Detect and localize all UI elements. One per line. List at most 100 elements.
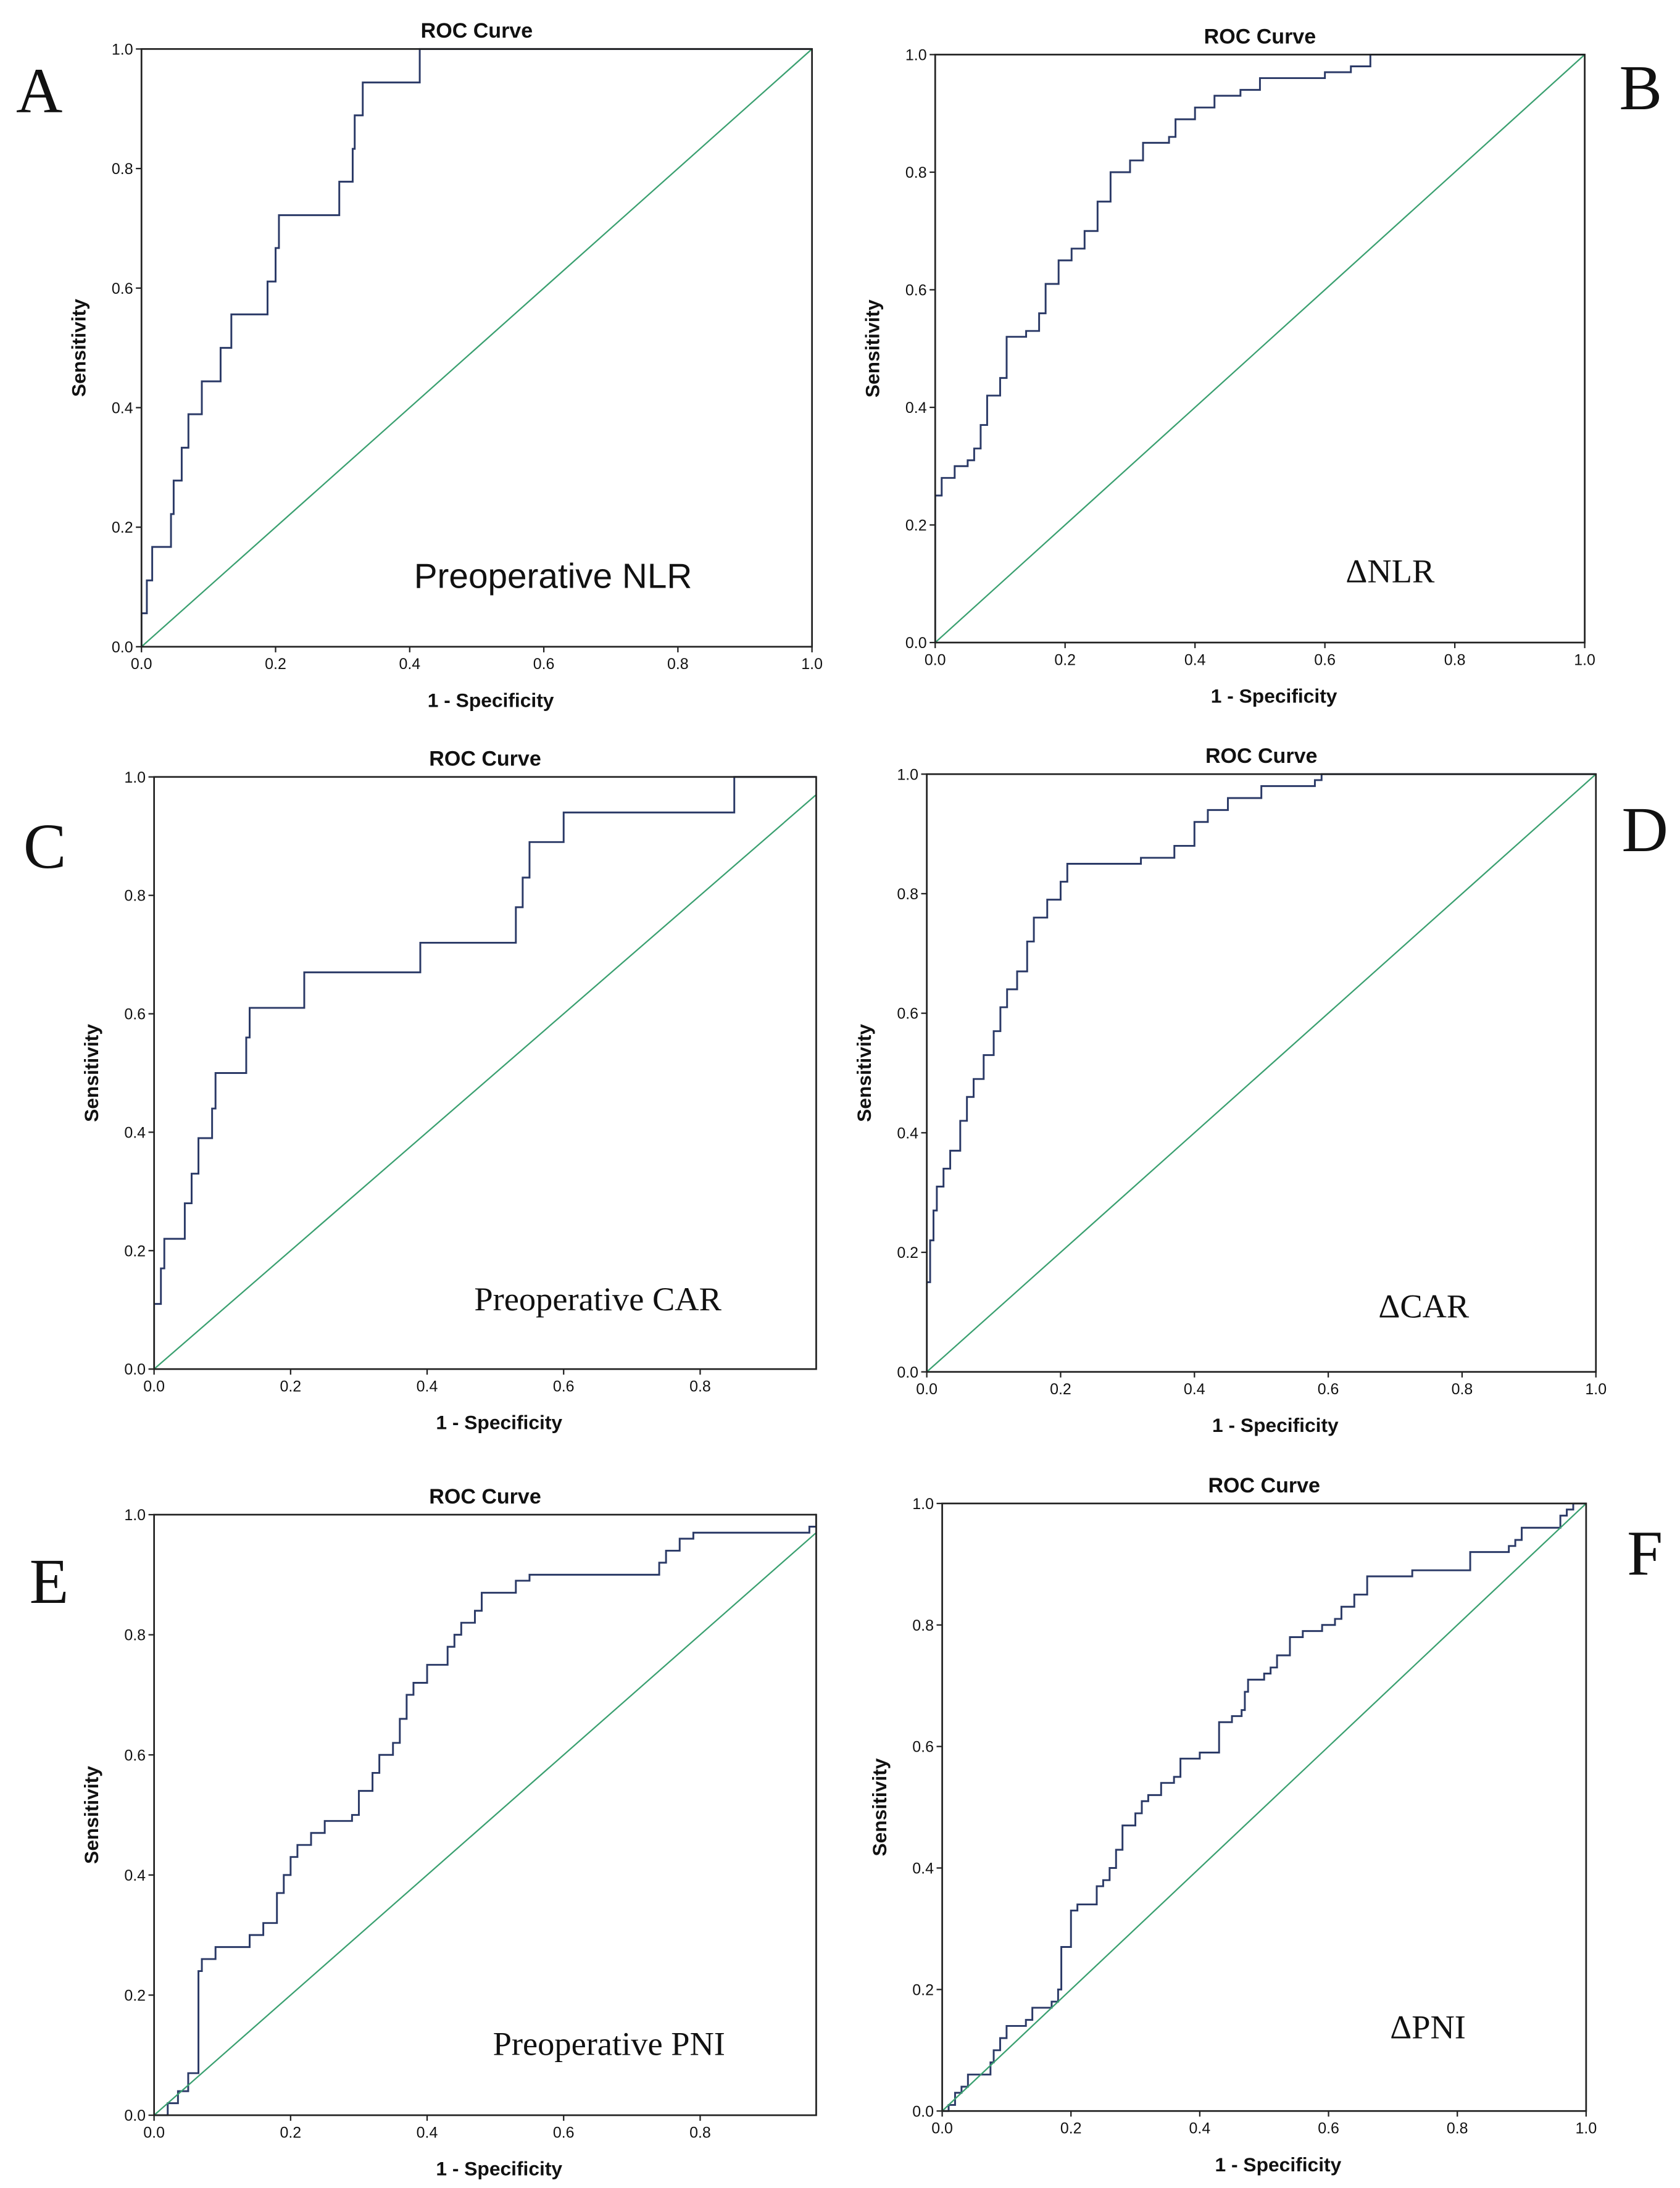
roc-curve-line [141, 48, 812, 647]
y-tick-label: 0.6 [912, 1739, 934, 1756]
x-tick-label: 0.0 [143, 2124, 165, 2141]
panel-letter: B [1620, 52, 1663, 123]
panel-annotation: Preoperative PNI [493, 2025, 725, 2063]
x-axis-label: 1 - Specificity [436, 1412, 562, 1434]
roc-curve-line [154, 1513, 817, 2116]
x-tick-label: 0.6 [1318, 2120, 1339, 2137]
y-tick-label: 0.2 [897, 1244, 918, 1262]
panel-letter: E [30, 1545, 69, 1617]
y-tick-label: 0.6 [897, 1005, 918, 1023]
x-axis-label: 1 - Specificity [1215, 2153, 1342, 2176]
y-tick-label: 1.0 [112, 41, 133, 58]
x-tick-label: 0.6 [553, 2124, 575, 2141]
x-tick-label: 0.6 [533, 655, 555, 673]
reference-diagonal-line [141, 48, 812, 647]
y-tick-label: 0.0 [124, 1361, 146, 1378]
y-tick-label: 0.2 [112, 519, 133, 536]
y-tick-label: 0.4 [897, 1125, 918, 1142]
x-axis-label: 1 - Specificity [1212, 1414, 1339, 1436]
x-tick-label: 0.2 [280, 1378, 302, 1395]
x-axis-label: 1 - Specificity [428, 689, 554, 711]
x-tick-label: 0.8 [1444, 651, 1466, 668]
x-tick-label: 0.4 [1189, 2120, 1211, 2137]
x-tick-label: 0.4 [1184, 651, 1206, 668]
chart-title: ROC Curve [429, 747, 541, 771]
y-tick-label: 1.0 [124, 769, 146, 786]
y-axis-label: Sensitivity [853, 1024, 875, 1122]
y-tick-label: 0.6 [124, 1747, 146, 1764]
x-tick-label: 0.6 [1318, 1381, 1339, 1398]
x-tick-label: 1.0 [1585, 1381, 1607, 1398]
y-tick-label: 0.0 [897, 1364, 918, 1381]
y-axis-label: Sensitivity [868, 1758, 891, 1856]
reference-diagonal-line [154, 1531, 817, 2116]
y-tick-label: 0.0 [124, 2107, 146, 2124]
x-tick-label: 0.2 [1060, 2120, 1082, 2137]
y-tick-label: 0.6 [124, 1006, 146, 1023]
y-tick-label: 0.0 [912, 2103, 934, 2120]
chart-title: ROC Curve [1208, 1474, 1320, 1497]
chart-title: ROC Curve [421, 19, 533, 43]
panel-letter: C [23, 810, 67, 882]
y-tick-label: 0.8 [112, 160, 133, 178]
reference-diagonal-line [926, 773, 1596, 1373]
panel-letter: F [1627, 1518, 1663, 1589]
y-tick-label: 1.0 [897, 766, 918, 783]
panel-letter: A [16, 54, 62, 126]
x-tick-label: 1.0 [801, 655, 823, 673]
x-tick-label: 0.0 [131, 655, 152, 673]
roc-curve-line [935, 53, 1585, 643]
y-tick-label: 0.8 [124, 1627, 146, 1644]
x-axis-label: 1 - Specificity [1211, 685, 1337, 707]
y-tick-label: 1.0 [912, 1495, 934, 1513]
x-tick-label: 0.4 [1184, 1381, 1205, 1398]
x-tick-label: 0.2 [1050, 1381, 1071, 1398]
y-tick-label: 0.8 [905, 164, 927, 181]
x-tick-label: 0.8 [1452, 1381, 1473, 1398]
panel-annotation: Preoperative CAR [474, 1280, 721, 1318]
y-tick-label: 0.6 [112, 280, 133, 297]
y-tick-label: 0.0 [905, 634, 927, 652]
y-tick-label: 0.4 [124, 1124, 146, 1141]
x-tick-label: 0.2 [280, 2124, 302, 2141]
y-tick-label: 0.6 [905, 282, 927, 299]
x-tick-label: 0.4 [399, 655, 420, 673]
x-tick-label: 0.6 [1314, 651, 1336, 668]
x-tick-label: 0.0 [916, 1381, 938, 1398]
x-tick-label: 0.2 [265, 655, 286, 673]
panel-annotation: ΔNLR [1345, 552, 1435, 590]
panel-annotation: ΔPNI [1390, 2008, 1466, 2045]
y-axis-label: Sensitivity [862, 299, 884, 397]
panel-annotation: ΔCAR [1378, 1287, 1470, 1325]
plot-frame [153, 776, 817, 1370]
x-tick-label: 1.0 [1576, 2120, 1597, 2137]
chart-title: ROC Curve [1205, 744, 1317, 768]
x-axis-label: 1 - Specificity [436, 2158, 562, 2180]
x-tick-label: 0.8 [689, 2124, 711, 2141]
y-tick-label: 0.2 [124, 1242, 146, 1260]
x-tick-label: 0.0 [143, 1378, 165, 1395]
x-tick-label: 0.0 [931, 2120, 953, 2137]
plot-frame [934, 54, 1586, 644]
y-axis-label: Sensitivity [68, 299, 90, 397]
plot-frame [926, 773, 1597, 1373]
y-tick-label: 0.2 [124, 1987, 146, 2005]
y-tick-label: 0.8 [912, 1617, 934, 1634]
y-tick-label: 0.0 [112, 639, 133, 656]
plot-frame [140, 48, 813, 648]
x-tick-label: 0.4 [417, 1378, 438, 1395]
reference-diagonal-line [935, 54, 1585, 643]
roc-curve-line [926, 773, 1596, 1372]
y-tick-label: 0.2 [905, 517, 927, 535]
plot-frame [941, 1502, 1587, 2112]
y-axis-label: Sensitivity [80, 1024, 102, 1122]
x-tick-label: 0.6 [553, 1378, 575, 1395]
roc-curve-line [154, 776, 817, 1370]
x-tick-label: 0.4 [417, 2124, 438, 2141]
